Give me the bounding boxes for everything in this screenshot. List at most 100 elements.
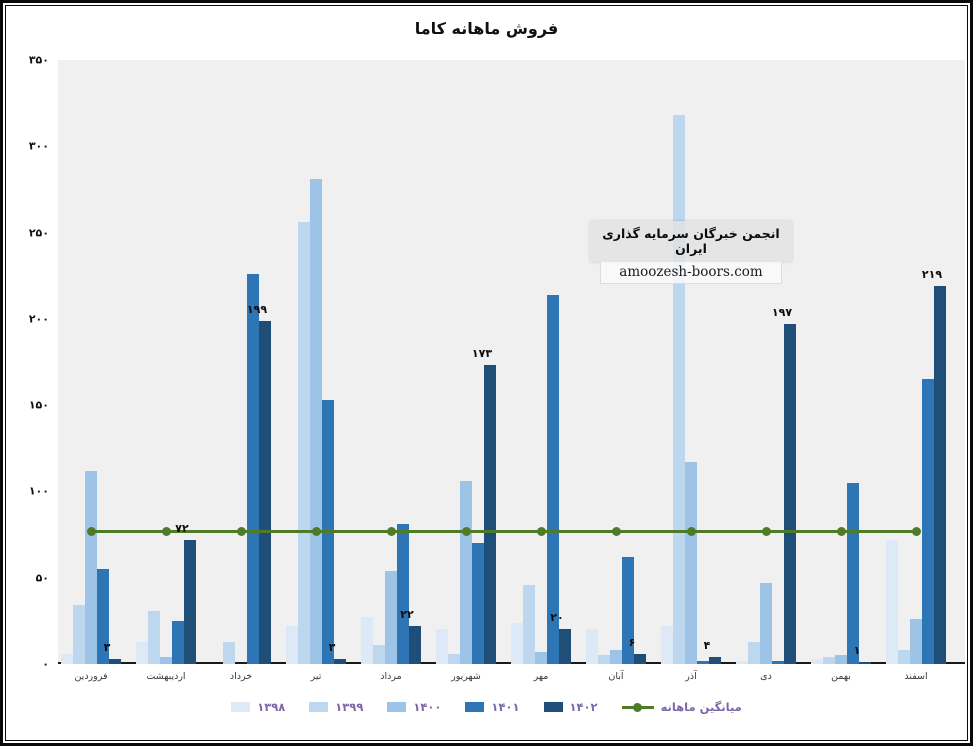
watermark-website-text: amoozesh-boors.com xyxy=(600,262,782,284)
x-axis-label: آبان xyxy=(608,671,624,682)
bar-۱۴۰۲-اردیبهشت xyxy=(184,539,196,664)
legend-item-average: میانگین ماهانه xyxy=(621,700,742,714)
data-label: ۲۱۹ xyxy=(921,268,943,282)
average-line-dot xyxy=(461,527,471,537)
bar-۱۴۰۲-شهریور xyxy=(484,365,496,664)
bar-۱۴۰۲-بهمن xyxy=(859,662,871,664)
legend-item-۱۴۰۰: ۱۴۰۰ xyxy=(387,700,441,714)
bar-۱۳۹۹-فروردین xyxy=(73,605,85,664)
bar-۱۳۹۸-اردیبهشت xyxy=(136,641,148,664)
chart-legend: ۱۳۹۸ ۱۳۹۹ ۱۴۰۰ ۱۴۰۱ ۱۴۰۲ میانگین ماهانه xyxy=(3,700,970,714)
legend-item-۱۴۰۲: ۱۴۰۲ xyxy=(543,700,598,714)
legend-item-label: ۱۳۹۸ xyxy=(257,700,286,714)
x-axis-label: مهر xyxy=(533,671,549,682)
data-label: ۷۲ xyxy=(175,521,189,535)
average-line-dot xyxy=(161,527,171,537)
bar-۱۴۰۱-فروردین xyxy=(97,569,109,664)
data-label: ۱۷۳ xyxy=(471,347,493,361)
x-axis-label: اسفند xyxy=(904,671,928,682)
bar-۱۴۰۰-اردیبهشت xyxy=(160,657,172,664)
bar-۱۴۰۰-مرداد xyxy=(385,570,397,664)
x-axis-label: شهریور xyxy=(451,671,481,682)
average-line-dot xyxy=(611,527,621,537)
bar-۱۴۰۱-مرداد xyxy=(397,524,409,664)
legend-item-۱۳۹۸: ۱۳۹۸ xyxy=(231,700,285,714)
bar-۱۴۰۰-بهمن xyxy=(835,655,847,664)
bar-۱۴۰۲-فروردین xyxy=(109,658,121,664)
bar-۱۳۹۹-خرداد xyxy=(223,641,235,664)
legend-item-label: ۱۳۹۹ xyxy=(335,700,364,714)
bar-۱۳۹۹-اردیبهشت xyxy=(148,610,160,664)
average-line-dot xyxy=(386,527,396,537)
bar-۱۴۰۲-خرداد xyxy=(259,320,271,664)
x-axis-label: دی xyxy=(760,671,772,682)
data-label: ۴ xyxy=(703,639,711,653)
legend-item-label: ۱۴۰۰ xyxy=(413,700,442,714)
bar-۱۳۹۸-آذر xyxy=(661,626,673,664)
bar-۱۴۰۲-مهر xyxy=(559,629,571,664)
average-line-dot xyxy=(911,527,921,537)
bar-۱۴۰۰-مهر xyxy=(535,651,547,664)
bar-۱۳۹۸-مهر xyxy=(511,622,523,664)
bar-۱۳۹۹-آبان xyxy=(598,655,610,664)
bar-۱۳۹۹-تیر xyxy=(298,222,310,664)
bar-۱۴۰۰-دی xyxy=(760,582,772,664)
y-axis-tick-label: ۱۵۰ xyxy=(28,398,49,412)
bar-۱۳۹۸-تیر xyxy=(286,626,298,664)
average-line-dot xyxy=(236,527,246,537)
watermark: انجمن خبرگان سرمایه گذاری ایران amoozesh… xyxy=(590,221,792,284)
x-axis-label: بهمن xyxy=(831,671,851,682)
bar-۱۴۰۲-آذر xyxy=(709,657,721,664)
bar-۱۳۹۸-مرداد xyxy=(361,617,373,664)
x-axis-label: مرداد xyxy=(380,671,402,682)
legend-item-label: ۱۴۰۱ xyxy=(491,700,520,714)
data-label: ۳ xyxy=(103,640,111,654)
bar-۱۴۰۰-آبان xyxy=(610,650,622,664)
average-line-dot xyxy=(686,527,696,537)
bar-۱۴۰۲-مرداد xyxy=(409,626,421,664)
y-axis-tick-label: ۰ xyxy=(42,657,49,671)
bar-۱۴۰۲-آبان xyxy=(634,653,646,664)
y-axis-tick-label: ۲۵۰ xyxy=(28,226,49,240)
bar-۱۳۹۹-مهر xyxy=(523,584,535,664)
bar-۱۳۹۹-بهمن xyxy=(823,657,835,664)
average-line-legend-marker xyxy=(621,702,654,712)
bar-۱۴۰۱-دی xyxy=(772,660,784,664)
watermark-association-text: انجمن خبرگان سرمایه گذاری ایران xyxy=(590,221,792,262)
bar-۱۳۹۹-دی xyxy=(748,641,760,664)
y-axis-tick-label: ۵۰ xyxy=(35,571,49,585)
bar-۱۴۰۲-تیر xyxy=(334,658,346,664)
bar-۱۳۹۸-دی xyxy=(736,660,748,664)
data-label: ۲۰ xyxy=(550,611,564,625)
legend-color-chip xyxy=(231,702,251,712)
bar-۱۴۰۰-تیر xyxy=(310,179,322,664)
average-line-dot xyxy=(311,527,321,537)
bar-۱۳۹۹-آذر xyxy=(673,115,685,664)
bar-۱۳۹۸-اسفند xyxy=(886,539,898,664)
bar-۱۴۰۱-بهمن xyxy=(847,482,859,664)
data-label: ۱۹۷ xyxy=(771,306,793,320)
legend-color-chip xyxy=(465,702,485,712)
legend-color-chip xyxy=(543,702,563,712)
bar-۱۴۰۲-دی xyxy=(784,324,796,664)
data-label: ۲۲ xyxy=(400,608,414,622)
bar-۱۴۰۱-اسفند xyxy=(922,379,934,664)
bar-۱۴۰۰-اسفند xyxy=(910,619,922,664)
average-line-dot xyxy=(86,527,96,537)
y-axis-tick-label: ۳۵۰ xyxy=(28,53,49,67)
average-line-dot xyxy=(836,527,846,537)
x-axis-label: اردیبهشت xyxy=(146,671,186,682)
bar-۱۳۹۹-شهریور xyxy=(448,653,460,664)
legend-item-label: ۱۴۰۲ xyxy=(569,700,598,714)
y-axis-tick-label: ۳۰۰ xyxy=(28,139,49,153)
data-label: ۶ xyxy=(628,635,636,649)
average-line xyxy=(91,530,916,534)
bar-۱۳۹۸-آبان xyxy=(586,629,598,664)
y-axis-tick-label: ۱۰۰ xyxy=(28,484,49,498)
average-line-dot xyxy=(536,527,546,537)
bar-۱۴۰۱-شهریور xyxy=(472,543,484,664)
bar-۱۴۰۱-آذر xyxy=(697,660,709,664)
bar-۱۴۰۰-شهریور xyxy=(460,481,472,664)
bar-۱۴۰۰-فروردین xyxy=(85,470,97,664)
